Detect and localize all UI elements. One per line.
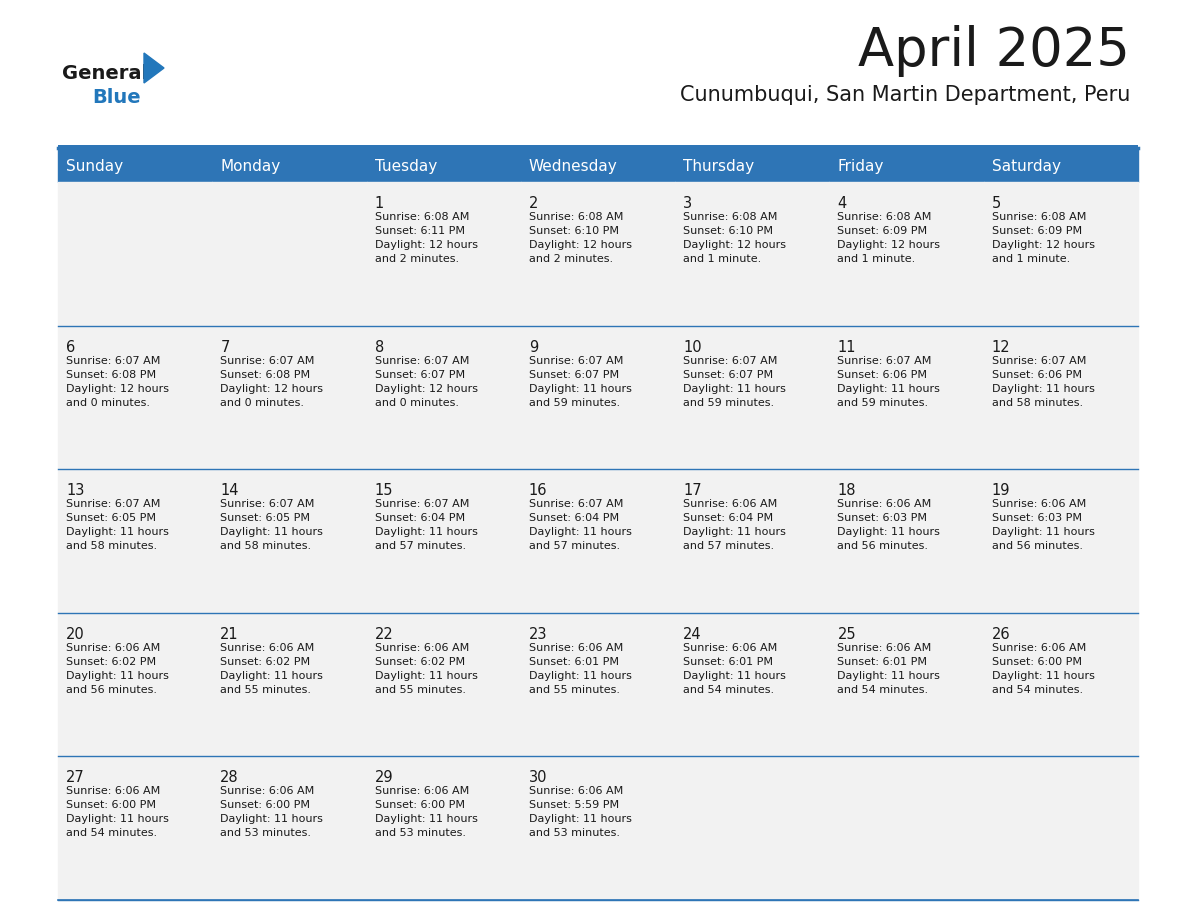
Text: Sunrise: 6:08 AM
Sunset: 6:10 PM
Daylight: 12 hours
and 1 minute.: Sunrise: 6:08 AM Sunset: 6:10 PM Dayligh… xyxy=(683,212,786,264)
Text: Saturday: Saturday xyxy=(992,159,1061,174)
Text: Tuesday: Tuesday xyxy=(374,159,437,174)
Text: Sunrise: 6:07 AM
Sunset: 6:05 PM
Daylight: 11 hours
and 58 minutes.: Sunrise: 6:07 AM Sunset: 6:05 PM Dayligh… xyxy=(220,499,323,551)
Text: 15: 15 xyxy=(374,483,393,498)
Text: Sunrise: 6:06 AM
Sunset: 6:01 PM
Daylight: 11 hours
and 55 minutes.: Sunrise: 6:06 AM Sunset: 6:01 PM Dayligh… xyxy=(529,643,632,695)
Text: Wednesday: Wednesday xyxy=(529,159,618,174)
Text: 5: 5 xyxy=(992,196,1001,211)
Text: 22: 22 xyxy=(374,627,393,642)
Text: Cunumbuqui, San Martin Department, Peru: Cunumbuqui, San Martin Department, Peru xyxy=(680,85,1130,105)
Text: 9: 9 xyxy=(529,340,538,354)
Text: Sunrise: 6:07 AM
Sunset: 6:05 PM
Daylight: 11 hours
and 58 minutes.: Sunrise: 6:07 AM Sunset: 6:05 PM Dayligh… xyxy=(67,499,169,551)
Text: Sunrise: 6:07 AM
Sunset: 6:07 PM
Daylight: 11 hours
and 59 minutes.: Sunrise: 6:07 AM Sunset: 6:07 PM Dayligh… xyxy=(683,355,786,408)
Text: General: General xyxy=(62,64,148,83)
Text: Sunrise: 6:06 AM
Sunset: 6:00 PM
Daylight: 11 hours
and 53 minutes.: Sunrise: 6:06 AM Sunset: 6:00 PM Dayligh… xyxy=(220,787,323,838)
Text: Sunrise: 6:07 AM
Sunset: 6:07 PM
Daylight: 12 hours
and 0 minutes.: Sunrise: 6:07 AM Sunset: 6:07 PM Dayligh… xyxy=(374,355,478,408)
Text: Sunrise: 6:06 AM
Sunset: 6:03 PM
Daylight: 11 hours
and 56 minutes.: Sunrise: 6:06 AM Sunset: 6:03 PM Dayligh… xyxy=(838,499,941,551)
Text: Thursday: Thursday xyxy=(683,159,754,174)
Text: Sunday: Sunday xyxy=(67,159,124,174)
Text: Blue: Blue xyxy=(91,88,140,107)
Text: Sunrise: 6:08 AM
Sunset: 6:11 PM
Daylight: 12 hours
and 2 minutes.: Sunrise: 6:08 AM Sunset: 6:11 PM Dayligh… xyxy=(374,212,478,264)
Text: Sunrise: 6:07 AM
Sunset: 6:04 PM
Daylight: 11 hours
and 57 minutes.: Sunrise: 6:07 AM Sunset: 6:04 PM Dayligh… xyxy=(529,499,632,551)
Text: Sunrise: 6:06 AM
Sunset: 6:00 PM
Daylight: 11 hours
and 54 minutes.: Sunrise: 6:06 AM Sunset: 6:00 PM Dayligh… xyxy=(67,787,169,838)
Text: Sunrise: 6:07 AM
Sunset: 6:08 PM
Daylight: 12 hours
and 0 minutes.: Sunrise: 6:07 AM Sunset: 6:08 PM Dayligh… xyxy=(67,355,169,408)
Text: Sunrise: 6:06 AM
Sunset: 6:01 PM
Daylight: 11 hours
and 54 minutes.: Sunrise: 6:06 AM Sunset: 6:01 PM Dayligh… xyxy=(838,643,941,695)
Text: 16: 16 xyxy=(529,483,548,498)
Text: 6: 6 xyxy=(67,340,75,354)
Text: 27: 27 xyxy=(67,770,84,786)
Text: 10: 10 xyxy=(683,340,702,354)
Text: Sunrise: 6:06 AM
Sunset: 6:02 PM
Daylight: 11 hours
and 56 minutes.: Sunrise: 6:06 AM Sunset: 6:02 PM Dayligh… xyxy=(67,643,169,695)
Text: 3: 3 xyxy=(683,196,693,211)
Text: 17: 17 xyxy=(683,483,702,498)
Text: 1: 1 xyxy=(374,196,384,211)
Text: Sunrise: 6:06 AM
Sunset: 6:02 PM
Daylight: 11 hours
and 55 minutes.: Sunrise: 6:06 AM Sunset: 6:02 PM Dayligh… xyxy=(374,643,478,695)
Text: 21: 21 xyxy=(220,627,239,642)
Text: 7: 7 xyxy=(220,340,229,354)
Text: 19: 19 xyxy=(992,483,1010,498)
Text: Friday: Friday xyxy=(838,159,884,174)
Text: 13: 13 xyxy=(67,483,84,498)
Text: 8: 8 xyxy=(374,340,384,354)
Text: 24: 24 xyxy=(683,627,702,642)
Text: Sunrise: 6:06 AM
Sunset: 6:02 PM
Daylight: 11 hours
and 55 minutes.: Sunrise: 6:06 AM Sunset: 6:02 PM Dayligh… xyxy=(220,643,323,695)
Text: Sunrise: 6:06 AM
Sunset: 5:59 PM
Daylight: 11 hours
and 53 minutes.: Sunrise: 6:06 AM Sunset: 5:59 PM Dayligh… xyxy=(529,787,632,838)
Text: 29: 29 xyxy=(374,770,393,786)
Text: 12: 12 xyxy=(992,340,1010,354)
Text: 20: 20 xyxy=(67,627,84,642)
Text: Monday: Monday xyxy=(220,159,280,174)
Text: Sunrise: 6:07 AM
Sunset: 6:06 PM
Daylight: 11 hours
and 59 minutes.: Sunrise: 6:07 AM Sunset: 6:06 PM Dayligh… xyxy=(838,355,941,408)
Text: Sunrise: 6:08 AM
Sunset: 6:10 PM
Daylight: 12 hours
and 2 minutes.: Sunrise: 6:08 AM Sunset: 6:10 PM Dayligh… xyxy=(529,212,632,264)
Text: April 2025: April 2025 xyxy=(858,25,1130,77)
Text: Sunrise: 6:07 AM
Sunset: 6:04 PM
Daylight: 11 hours
and 57 minutes.: Sunrise: 6:07 AM Sunset: 6:04 PM Dayligh… xyxy=(374,499,478,551)
Text: 14: 14 xyxy=(220,483,239,498)
Text: Sunrise: 6:08 AM
Sunset: 6:09 PM
Daylight: 12 hours
and 1 minute.: Sunrise: 6:08 AM Sunset: 6:09 PM Dayligh… xyxy=(992,212,1094,264)
Text: Sunrise: 6:06 AM
Sunset: 6:00 PM
Daylight: 11 hours
and 54 minutes.: Sunrise: 6:06 AM Sunset: 6:00 PM Dayligh… xyxy=(992,643,1094,695)
Text: 23: 23 xyxy=(529,627,548,642)
Text: 25: 25 xyxy=(838,627,857,642)
Text: Sunrise: 6:06 AM
Sunset: 6:04 PM
Daylight: 11 hours
and 57 minutes.: Sunrise: 6:06 AM Sunset: 6:04 PM Dayligh… xyxy=(683,499,786,551)
Text: Sunrise: 6:06 AM
Sunset: 6:01 PM
Daylight: 11 hours
and 54 minutes.: Sunrise: 6:06 AM Sunset: 6:01 PM Dayligh… xyxy=(683,643,786,695)
Text: 4: 4 xyxy=(838,196,847,211)
Text: 18: 18 xyxy=(838,483,855,498)
Text: Sunrise: 6:06 AM
Sunset: 6:00 PM
Daylight: 11 hours
and 53 minutes.: Sunrise: 6:06 AM Sunset: 6:00 PM Dayligh… xyxy=(374,787,478,838)
Text: 30: 30 xyxy=(529,770,548,786)
Text: 11: 11 xyxy=(838,340,855,354)
Text: Sunrise: 6:07 AM
Sunset: 6:07 PM
Daylight: 11 hours
and 59 minutes.: Sunrise: 6:07 AM Sunset: 6:07 PM Dayligh… xyxy=(529,355,632,408)
Polygon shape xyxy=(144,53,164,83)
Text: 26: 26 xyxy=(992,627,1010,642)
Text: Sunrise: 6:08 AM
Sunset: 6:09 PM
Daylight: 12 hours
and 1 minute.: Sunrise: 6:08 AM Sunset: 6:09 PM Dayligh… xyxy=(838,212,941,264)
Text: 2: 2 xyxy=(529,196,538,211)
Text: Sunrise: 6:06 AM
Sunset: 6:03 PM
Daylight: 11 hours
and 56 minutes.: Sunrise: 6:06 AM Sunset: 6:03 PM Dayligh… xyxy=(992,499,1094,551)
Text: Sunrise: 6:07 AM
Sunset: 6:08 PM
Daylight: 12 hours
and 0 minutes.: Sunrise: 6:07 AM Sunset: 6:08 PM Dayligh… xyxy=(220,355,323,408)
Text: 28: 28 xyxy=(220,770,239,786)
Text: Sunrise: 6:07 AM
Sunset: 6:06 PM
Daylight: 11 hours
and 58 minutes.: Sunrise: 6:07 AM Sunset: 6:06 PM Dayligh… xyxy=(992,355,1094,408)
